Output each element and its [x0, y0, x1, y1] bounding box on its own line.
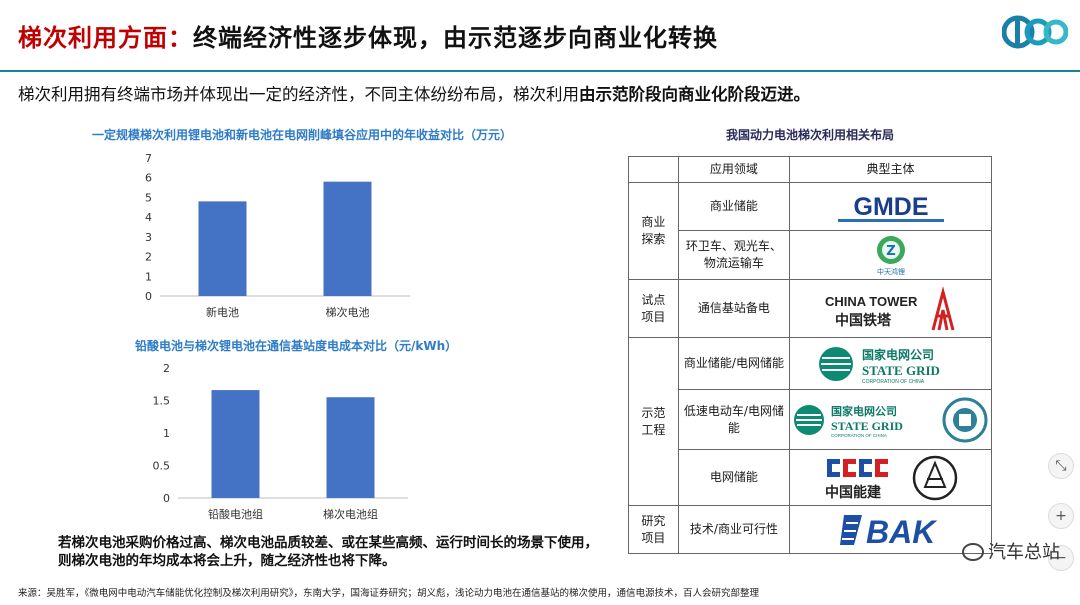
wechat-icon — [962, 543, 984, 561]
y-tick-label: 0 — [163, 492, 170, 505]
table-header-entity: 典型主体 — [789, 156, 992, 183]
table-row: 示范工程 商业储能/电网储能 国家电网公司 STATE GRID CORPORA… — [628, 337, 992, 506]
state-grid-sub: CORPORATION OF CHINA — [862, 379, 925, 385]
x-tick-label: 梯次电池组 — [323, 507, 378, 521]
bak-logo: BAK — [839, 514, 938, 550]
table-row: 商业探索 商业储能 GMDE — [628, 182, 992, 280]
logo-cell: 国家电网公司 STATE GRID CORPORATION OF CHINA — [789, 389, 992, 450]
state-grid-en: STATE GRID — [862, 363, 940, 378]
chart1-title: 一定规模梯次利用锂电池和新电池在电网削峰填谷应用中的年收益对比（万元） — [92, 128, 513, 142]
expand-control[interactable]: ⤡ — [1048, 453, 1074, 479]
ceec-cn: 中国能建 — [825, 484, 881, 501]
y-tick-label: 3 — [145, 231, 152, 244]
china-tower-en: CHINA TOWER — [825, 294, 918, 309]
chart1-revenue: 0 1 2 3 4 5 6 7 新电池 梯次电池 — [145, 152, 410, 319]
row-label: 技术/商业可行性 — [677, 505, 791, 554]
china-tower-cn: 中国铁塔 — [835, 312, 892, 329]
table-row: 研究项目 技术/商业可行性 BAK — [628, 505, 992, 554]
zoom-out-button[interactable]: − — [1048, 545, 1074, 571]
logo-cell: 中国能建 — [789, 449, 992, 506]
brand-logo — [1002, 15, 1068, 49]
x-tick-label: 新电池 — [206, 305, 239, 319]
china-tower-logo: CHINA TOWER 中国铁塔 — [825, 285, 954, 330]
title-rest: 终端经济性逐步体现，由示范逐步向商业化转换 — [193, 24, 718, 52]
state-grid-cn: 国家电网公司 — [862, 347, 934, 362]
table-row: 电网储能 中国能建 — [629, 449, 992, 506]
y-tick-label: 7 — [145, 152, 152, 165]
group-demo: 示范工程 — [628, 337, 679, 506]
watermark-text: 汽车总站 — [988, 542, 1060, 563]
group-research: 研究项目 — [628, 505, 679, 554]
ceec-and-university-logos: 中国能建 — [825, 455, 957, 501]
row-label: 低速电动车/电网储能 — [677, 389, 791, 450]
table-title: 我国动力电池梯次利用相关布局 — [725, 128, 894, 142]
table-row: 低速电动车/电网储能 国家电网公司 STATE GRID CORPORATION… — [629, 389, 992, 450]
bar — [323, 181, 372, 296]
title-highlight: 梯次利用方面： — [18, 24, 193, 52]
x-tick-label: 梯次电池 — [326, 305, 370, 319]
zoom-in-button[interactable]: + — [1048, 503, 1074, 529]
lead-bold: 由示范阶段向商业化阶段迈进。 — [579, 85, 810, 104]
layout-table: 应用领域 典型主体 商业探索 商业储能 GMDE 环卫车、观光车、物流运输车 Z… — [628, 156, 992, 554]
logo-cell: BAK — [789, 505, 992, 554]
y-tick-label: 6 — [145, 172, 152, 185]
chart2-title: 铅酸电池与梯次锂电池在通信基站度电成本对比（元/kWh） — [135, 339, 458, 353]
y-tick-label: 2 — [145, 251, 152, 264]
row-label: 环卫车、观光车、物流运输车 — [677, 230, 791, 280]
y-tick-label: 2 — [163, 362, 170, 375]
y-tick-label: 1 — [145, 270, 152, 283]
y-tick-label: 4 — [145, 211, 152, 224]
header-divider — [0, 70, 1080, 72]
page-title: 梯次利用方面：终端经济性逐步体现，由示范逐步向商业化转换 — [18, 18, 718, 53]
group-pilot: 试点项目 — [628, 279, 679, 338]
y-tick-label: 0 — [145, 290, 152, 303]
table-row: 试点项目 通信基站备电 CHINA TOWER 中国铁塔 — [628, 279, 992, 338]
svg-text:Z: Z — [886, 244, 895, 259]
logo-cell: Z 中天鸿锂 — [789, 230, 992, 280]
state-grid-cn-2: 国家电网公司 — [831, 404, 897, 418]
state-grid-and-university-logos: 国家电网公司 STATE GRID CORPORATION OF CHINA — [793, 397, 987, 442]
table-header-blank — [628, 156, 679, 183]
row-label: 通信基站备电 — [677, 279, 791, 338]
bar — [211, 390, 260, 498]
row-label: 电网储能 — [677, 449, 791, 506]
source-note: 来源：吴胜军，《微电网中电动汽车储能优化控制及梯次利用研究》，东南大学，国海证券… — [18, 588, 760, 599]
y-tick-label: 5 — [145, 191, 152, 204]
y-tick-label: 0.5 — [153, 460, 171, 473]
logo-cell: GMDE — [789, 182, 992, 231]
zhongtian-logo: Z 中天鸿锂 — [876, 236, 905, 276]
lead-normal: 梯次利用拥有终端市场并体现出一定的经济性，不同主体纷纷布局，梯次利用 — [18, 85, 579, 104]
state-grid-logo: 国家电网公司 STATE GRID CORPORATION OF CHINA — [818, 346, 940, 385]
row-label: 商业储能 — [677, 182, 791, 231]
logo-cell: CHINA TOWER 中国铁塔 — [789, 279, 992, 338]
y-tick-label: 1 — [163, 427, 170, 440]
bar — [198, 201, 247, 296]
table-header-row: 应用领域 典型主体 — [628, 156, 992, 183]
row-label: 商业储能/电网储能 — [677, 337, 791, 390]
lead-text: 梯次利用拥有终端市场并体现出一定的经济性，不同主体纷纷布局，梯次利用由示范阶段向… — [18, 81, 810, 105]
gmde-logo: GMDE — [837, 193, 944, 222]
bar — [326, 397, 375, 498]
state-grid-sub-2: CORPORATION OF CHINA — [831, 433, 887, 438]
gmde-text: GMDE — [853, 193, 928, 221]
group-commercial: 商业探索 — [628, 182, 679, 280]
state-grid-en-2: STATE GRID — [831, 419, 903, 433]
conclusion-text: 若梯次电池采购价格过高、梯次电池品质较差、或在某些高频、运行时间长的场景下使用，… — [58, 535, 598, 569]
logo-cell: 国家电网公司 STATE GRID CORPORATION OF CHINA — [789, 337, 992, 390]
x-tick-label: 铅酸电池组 — [208, 507, 263, 521]
zhongtian-text: 中天鸿锂 — [877, 267, 905, 276]
bak-text: BAK — [866, 514, 938, 550]
watermark: 汽车总站 — [962, 538, 1060, 564]
table-header-field: 应用领域 — [677, 156, 791, 183]
chart2-cost: 0 0.5 1 1.5 2 铅酸电池组 梯次电池组 — [153, 362, 408, 521]
table-row: 环卫车、观光车、物流运输车 Z 中天鸿锂 — [629, 230, 992, 280]
y-tick-label: 1.5 — [153, 395, 171, 408]
